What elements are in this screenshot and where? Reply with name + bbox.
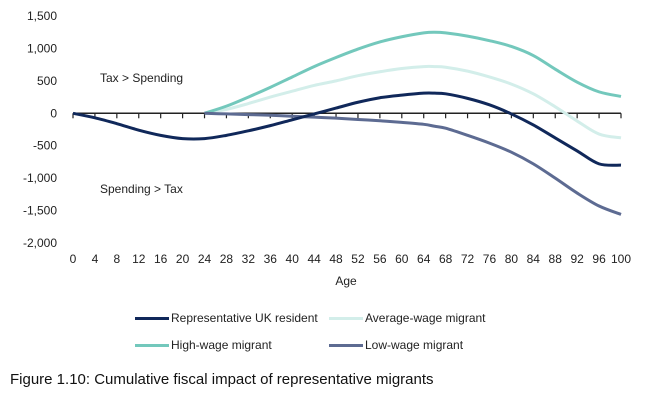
y-tick-label: 0: [50, 106, 57, 120]
y-tick-label: 1,500: [27, 9, 57, 23]
legend-swatch: [135, 316, 169, 320]
series-line-high-wage-migrant: [204, 30, 622, 115]
x-tick-label: 60: [395, 252, 409, 266]
x-tick-label: 68: [439, 252, 453, 266]
y-tick-label: -1,500: [23, 204, 57, 218]
y-tick-label: 1,000: [27, 41, 57, 55]
x-tick-label: 52: [351, 252, 365, 266]
series-line-representative-uk-resident: [72, 91, 622, 167]
x-tick-label: 0: [70, 252, 77, 266]
legend-label: Low-wage migrant: [365, 338, 464, 352]
legend-item-high-wage-migrant: High-wage migrant: [135, 338, 272, 352]
y-tick-label: -2,000: [23, 236, 57, 250]
x-tick-label: 44: [307, 252, 321, 266]
legend: Representative UK resident Average-wage …: [135, 311, 515, 355]
y-tick-label: 500: [37, 74, 57, 88]
x-tick-label: 48: [329, 252, 343, 266]
x-tick-label: 84: [527, 252, 541, 266]
x-tick-label: 20: [176, 252, 190, 266]
x-tick-label: 88: [549, 252, 563, 266]
y-tick-label: -1,000: [23, 171, 57, 185]
legend-item-average-wage-migrant: Average-wage migrant: [329, 311, 486, 325]
x-tick-label: 16: [154, 252, 168, 266]
x-tick-label: 92: [570, 252, 584, 266]
x-tick-label: 28: [220, 252, 234, 266]
x-tick-label: 36: [264, 252, 278, 266]
x-tick-label: 40: [286, 252, 300, 266]
series-line-low-wage-migrant: [204, 111, 622, 216]
legend-label: High-wage migrant: [171, 338, 272, 352]
x-tick-label: 72: [461, 252, 475, 266]
figure-caption: Figure 1.10: Cumulative fiscal impact of…: [10, 371, 434, 388]
legend-label: Average-wage migrant: [365, 311, 486, 325]
legend-swatch: [135, 343, 169, 347]
x-tick-label: 24: [198, 252, 212, 266]
annotation-tax-gt-spending: Tax > Spending: [100, 71, 183, 85]
x-tick-label: 8: [113, 252, 120, 266]
x-axis-title: Age: [335, 274, 357, 288]
x-tick-label: 76: [483, 252, 497, 266]
y-tick-label: -500: [33, 139, 57, 153]
legend-label: Representative UK resident: [171, 311, 318, 325]
annotation-spending-gt-tax: Spending > Tax: [100, 182, 183, 196]
label-layer: Tax > Spending Spending > Tax Age: [100, 71, 357, 288]
x-tick-label: 32: [242, 252, 256, 266]
axis-layer: 0 4 8 12 16 20 24 28 32 36 40 44 48 52 56 60 64 68 72 76 80 8…: [23, 9, 631, 266]
x-tick-label: 12: [132, 252, 146, 266]
legend-swatch: [329, 316, 363, 320]
x-tick-label: 4: [92, 252, 99, 266]
x-tick-label: 80: [505, 252, 519, 266]
series-layer: [72, 30, 622, 216]
legend-item-low-wage-migrant: Low-wage migrant: [329, 338, 463, 352]
x-tick-label: 96: [592, 252, 606, 266]
series-line-average-wage-migrant: [204, 64, 622, 140]
x-tick-label: 100: [611, 252, 631, 266]
x-tick-label: 56: [373, 252, 387, 266]
x-tick-label: 64: [417, 252, 431, 266]
legend-item-representative-uk-resident: Representative UK resident: [135, 311, 318, 325]
legend-swatch: [329, 343, 363, 347]
chart: 0 4 8 12 16 20 24 28 32 36 40 44 48 52 56 60 64 68 72 76 80 8…: [23, 9, 631, 288]
